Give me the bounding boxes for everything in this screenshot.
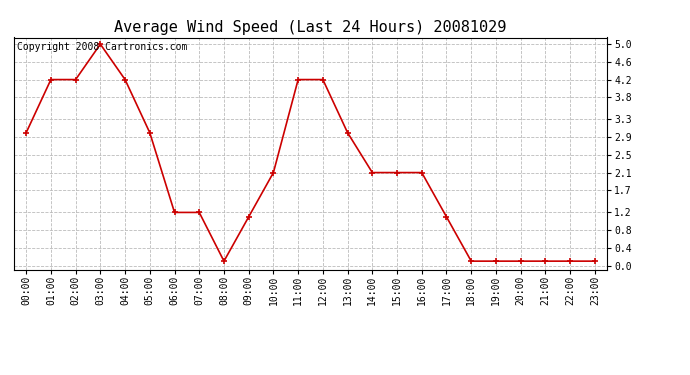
Text: Copyright 2008 Cartronics.com: Copyright 2008 Cartronics.com (17, 42, 187, 52)
Title: Average Wind Speed (Last 24 Hours) 20081029: Average Wind Speed (Last 24 Hours) 20081… (115, 20, 506, 35)
